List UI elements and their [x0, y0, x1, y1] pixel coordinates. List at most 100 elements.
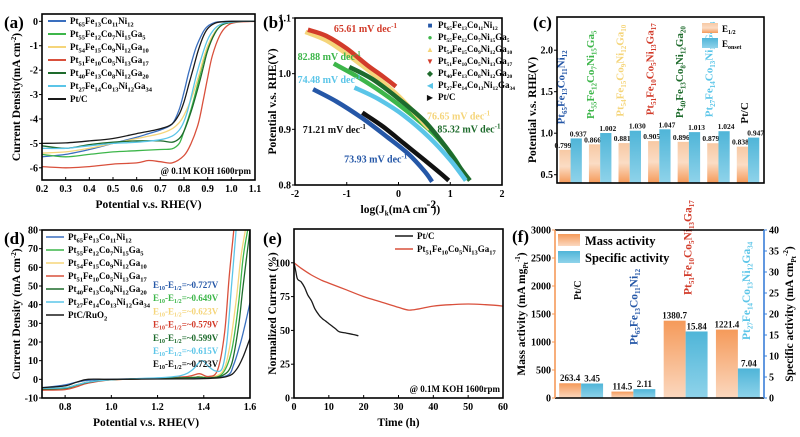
- bar-e-onset: [600, 133, 612, 183]
- subscript: 2: [104, 316, 107, 323]
- text-segment: Pt: [70, 68, 79, 78]
- text-segment: =~0.727V: [182, 280, 219, 290]
- subscript: 5: [688, 240, 696, 244]
- text-segment: Co: [703, 67, 715, 81]
- subscript: 10: [93, 277, 100, 284]
- subscript: 7: [478, 38, 481, 44]
- text-segment: E: [153, 280, 159, 290]
- text-segment: Co: [467, 44, 478, 54]
- subscript: 12: [591, 83, 599, 91]
- subscript: 55: [591, 101, 599, 109]
- subscript: 12: [124, 48, 131, 55]
- legend-label: Mass activity: [585, 234, 656, 248]
- subscript: 20: [679, 26, 687, 34]
- text-segment: Co: [467, 56, 478, 66]
- y-tick-label: 70: [28, 244, 38, 255]
- y-tick-label: 1500: [531, 310, 551, 321]
- subscript: 20: [142, 74, 149, 81]
- text-segment: Ni: [113, 284, 122, 294]
- text-segment: Co: [99, 245, 110, 255]
- legend-label: Pt/C: [417, 231, 435, 241]
- bar-e-onset: [688, 132, 701, 183]
- text-segment: Ga: [495, 56, 507, 66]
- bar-mass-activity: [663, 320, 686, 398]
- text-segment: -E: [165, 346, 174, 356]
- category-label: Pt65Fe13Co11Ni12: [628, 268, 642, 345]
- bar-value-label: 0.838: [732, 138, 749, 147]
- tafel-series: [312, 87, 434, 184]
- text-segment: Current Density (mA cm: [11, 258, 23, 380]
- y-tick-label: 1.1: [279, 14, 292, 25]
- text-segment: log(J: [361, 204, 386, 216]
- text-segment: Co: [585, 69, 597, 83]
- text-segment: Ga: [495, 44, 507, 54]
- superscript: -1: [484, 109, 490, 117]
- subscript: 12: [122, 290, 129, 297]
- legend-label: Pt51Fe10Co5Ni13Ga17: [68, 271, 148, 284]
- legend-label: PtC/RuO2: [68, 310, 107, 323]
- text-segment: Ga: [131, 55, 143, 65]
- bar-e-half: [559, 149, 571, 183]
- legend-swatch: [558, 251, 580, 263]
- legend-label: Pt40Fe13Co8Ni12Ga20: [68, 284, 147, 297]
- subscript: 15: [462, 50, 468, 56]
- subscript: 14: [93, 303, 100, 310]
- y-tick-label: 40: [28, 300, 38, 311]
- e10-annotation: E10-E1/2=~0.615V: [153, 346, 219, 358]
- text-segment: Ni: [116, 232, 125, 242]
- subscript: 1/2: [174, 339, 182, 345]
- category-label-group: Pt55Fe12Co7Ni15Ga5: [585, 30, 599, 119]
- category-label-group: Pt/C: [573, 281, 584, 300]
- text-segment: Pt: [70, 42, 79, 52]
- x-tick-label: 0: [396, 189, 401, 200]
- text-segment: =~0.615V: [182, 346, 219, 356]
- text-segment: PtC/RuO: [68, 310, 104, 320]
- y-axis-label-right-group: Specific activity (mA cmPt-2): [782, 246, 798, 382]
- subscript: 13: [93, 238, 100, 245]
- subscript: 40: [447, 74, 453, 80]
- legend-label: Pt55Fe12Co7Ni15Ga5: [438, 32, 510, 44]
- series-line: [294, 262, 359, 337]
- legend-marker-triangle-down-icon: ▼: [426, 57, 434, 66]
- legend-label: Pt65Fe13Co11Ni12: [438, 20, 498, 32]
- text-segment: Ni: [674, 54, 686, 65]
- subscript: 10: [142, 48, 149, 55]
- subscript: 34: [746, 241, 754, 249]
- x-tick-label: 1.6: [244, 402, 257, 413]
- subscript: 14: [95, 87, 102, 94]
- subscript: 10: [442, 250, 449, 257]
- subscript: 5: [110, 277, 114, 284]
- legend-marker-circle-icon: ●: [428, 33, 433, 42]
- bar-value-label: 1.024: [718, 122, 735, 131]
- y-axis-label: Current Density (mA cm-2): [10, 248, 23, 379]
- text-segment: Fe: [741, 310, 753, 322]
- text-segment: Pt: [703, 106, 715, 117]
- subscript: 13: [124, 61, 131, 68]
- text-segment: Ga: [683, 207, 695, 222]
- subscript: k: [385, 210, 389, 218]
- text-segment: Ga: [585, 34, 597, 49]
- bar-e-onset: [718, 131, 730, 183]
- subscript: 54: [79, 48, 86, 55]
- y-axis-label: Normalized Current (%): [267, 252, 279, 375]
- text-segment: Ga: [129, 284, 141, 294]
- e10-annotation: E10-E1/2=~0.723V: [153, 359, 219, 371]
- bar-e-half: [588, 144, 601, 183]
- subscript: 11: [112, 22, 118, 29]
- subscript: 51: [688, 277, 696, 285]
- y-tick-label: 500: [536, 366, 551, 377]
- subscript: 7: [112, 35, 116, 42]
- bar-e-half: [618, 143, 630, 183]
- y-tick-label: 50: [280, 326, 290, 337]
- x-tick-label: 1: [448, 189, 453, 200]
- subscript: 13: [650, 44, 658, 52]
- text-segment: Ni: [113, 245, 122, 255]
- category-label: Pt55Fe12Co7Ni15Ga5: [585, 30, 599, 119]
- y-tick-label: 15: [769, 331, 779, 342]
- subscript: 15: [93, 264, 100, 271]
- subscript: 5: [591, 30, 599, 34]
- text-segment: Co: [101, 68, 112, 78]
- y-tick-label: 20: [28, 338, 38, 349]
- y-tick-label: -3: [30, 90, 38, 101]
- text-segment: Ga: [129, 258, 141, 268]
